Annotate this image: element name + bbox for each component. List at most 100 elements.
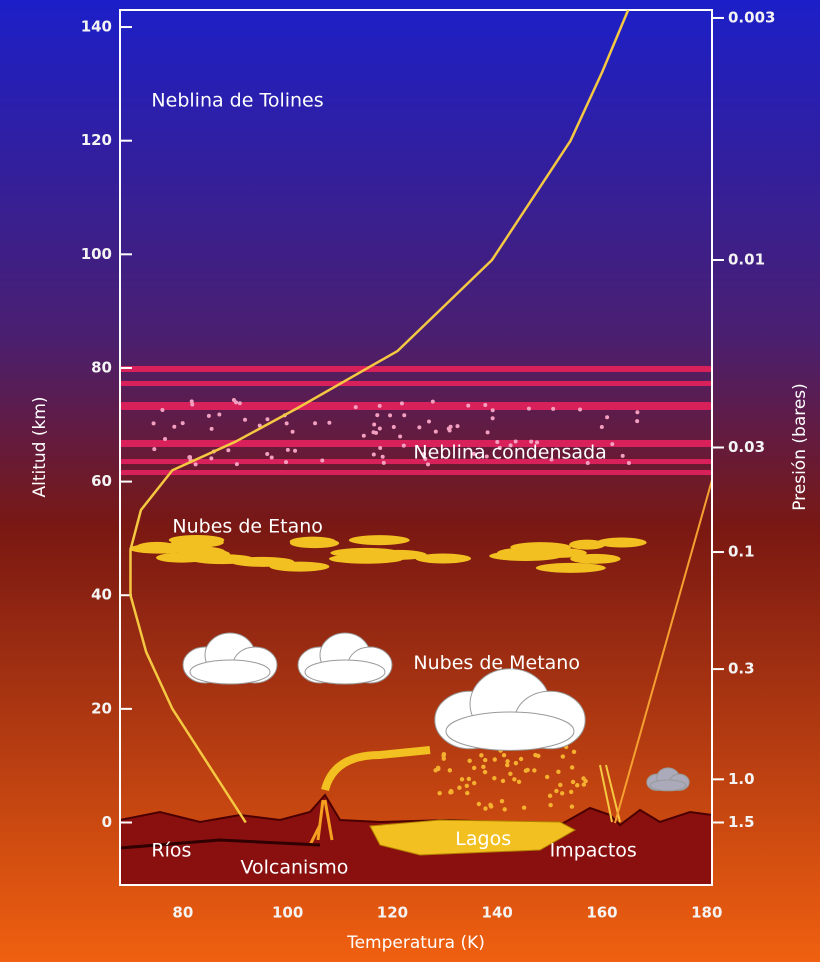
- haze-dot: [160, 408, 165, 413]
- haze-dot: [529, 439, 534, 444]
- rain-dot: [492, 757, 497, 762]
- impact-track: [614, 479, 713, 824]
- haze-dot: [599, 425, 604, 430]
- haze-dot: [353, 405, 358, 410]
- rain-dot: [502, 807, 507, 812]
- ethane-cloud: [570, 553, 621, 564]
- rain-dot: [525, 767, 530, 773]
- rain-dot: [457, 785, 462, 790]
- y-tick-label: 80: [91, 358, 112, 376]
- haze-dot: [399, 401, 404, 406]
- haze-dot: [269, 455, 274, 460]
- rain-dot: [459, 777, 465, 782]
- haze-dot: [361, 433, 366, 438]
- ethane-cloud: [169, 539, 212, 550]
- haze-dot: [626, 461, 631, 466]
- haze-dot: [471, 451, 476, 456]
- cloud: [304, 659, 386, 685]
- haze-dot: [377, 426, 382, 431]
- haze-dot: [398, 434, 403, 439]
- haze-dot: [371, 452, 376, 457]
- haze-dot: [231, 398, 236, 403]
- haze-dot: [483, 402, 488, 407]
- haze-dot: [513, 439, 518, 444]
- ethane-cloud: [596, 537, 647, 548]
- rain-dot: [569, 765, 575, 770]
- y2-tick-label: 0.3: [728, 660, 755, 678]
- ethane-cloud: [535, 562, 606, 573]
- x-axis-label: Temperatura (K): [346, 933, 485, 953]
- y-tick-label: 100: [81, 245, 112, 263]
- haze-dot: [313, 421, 318, 426]
- haze-dot: [551, 406, 556, 411]
- ethane-cloud: [289, 538, 340, 549]
- rain-dot: [476, 801, 482, 807]
- cloud: [189, 659, 271, 685]
- annotation: Volcanismo: [240, 856, 348, 878]
- haze-dot: [585, 460, 590, 465]
- rain-dot: [499, 798, 505, 804]
- rain-dot: [521, 805, 527, 810]
- haze-dot: [485, 430, 490, 435]
- haze-dot: [401, 443, 406, 448]
- rain-dot: [508, 771, 513, 777]
- rain-dot: [560, 754, 566, 759]
- rain-dot: [483, 806, 488, 811]
- ethane-cloud: [230, 556, 295, 567]
- rain-dot: [441, 756, 446, 761]
- annotation: Impactos: [550, 839, 637, 861]
- haze-dot: [484, 454, 489, 459]
- haze-dot: [151, 421, 156, 426]
- haze-dot: [421, 451, 426, 456]
- haze-dot: [285, 447, 290, 452]
- haze-dot: [490, 408, 495, 413]
- haze-dot: [605, 415, 610, 420]
- y2-tick-label: 0.01: [728, 251, 765, 269]
- rain-dot: [464, 783, 469, 789]
- rain-dot: [465, 790, 470, 796]
- haze-dot: [620, 453, 625, 458]
- y-axis-label: Altitud (km): [30, 396, 50, 497]
- x-tick-label: 160: [586, 904, 617, 922]
- rain-dot: [479, 753, 484, 758]
- haze-dot: [535, 440, 540, 445]
- haze-dot: [257, 423, 262, 428]
- haze-dot: [378, 446, 383, 451]
- y2-axis-label: Presión (bares): [790, 383, 810, 511]
- rain-dot: [516, 779, 522, 785]
- ethane-cloud: [348, 535, 410, 546]
- rain-dot: [570, 779, 576, 785]
- rain-dot: [441, 751, 447, 757]
- y-tick-label: 0: [102, 813, 112, 831]
- haze-dot: [425, 462, 430, 467]
- haze-dot: [293, 448, 298, 453]
- haze-dot: [497, 445, 502, 450]
- haze-dot: [402, 413, 407, 418]
- haze-dot: [447, 428, 452, 433]
- rain-dot: [481, 764, 486, 770]
- annotation: Lagos: [455, 828, 511, 850]
- rain-dot: [571, 749, 577, 755]
- haze-dot: [495, 440, 500, 445]
- haze-dot: [189, 399, 194, 404]
- haze-dot: [490, 416, 495, 421]
- haze-dot: [320, 458, 325, 463]
- haze-dot: [226, 448, 231, 453]
- ethane-cloud: [510, 542, 571, 553]
- haze-bands: [120, 366, 712, 475]
- rain-dot: [518, 756, 524, 762]
- haze-dot: [284, 421, 289, 426]
- x-tick-label: 180: [691, 904, 722, 922]
- y-tick-label: 20: [91, 699, 112, 717]
- cloud: [445, 711, 575, 751]
- haze-dot: [433, 429, 438, 434]
- temperature-line: [129, 9, 630, 824]
- y2-tick-label: 0.1: [728, 543, 755, 561]
- rain-dot: [532, 768, 537, 773]
- haze-dot: [209, 456, 214, 461]
- annotation: Nubes de Metano: [413, 652, 580, 674]
- haze-dot: [152, 447, 157, 452]
- x-tick-label: 100: [272, 904, 303, 922]
